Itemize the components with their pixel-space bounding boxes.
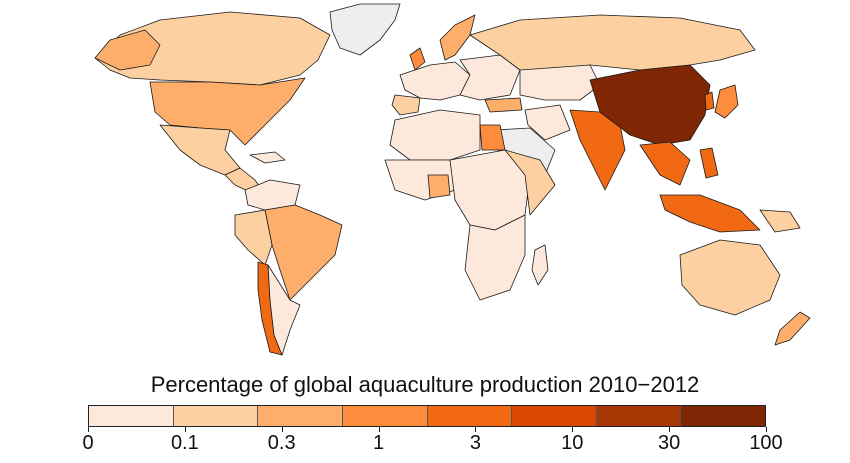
legend-tick-label: 30	[658, 432, 681, 454]
region-alaska	[94, 29, 161, 71]
region-australia	[679, 239, 781, 316]
legend-tick-mark	[281, 427, 283, 432]
region-argentina	[267, 264, 301, 356]
region-united-states	[149, 77, 306, 146]
region-southeast-asia	[639, 141, 691, 186]
legend-tick-label: 1	[373, 432, 385, 454]
region-nigeria	[427, 174, 451, 199]
legend-swatch	[512, 406, 597, 426]
legend-tick-label: 0.1	[170, 432, 199, 454]
region-new-zealand	[774, 311, 811, 346]
region-indonesia	[659, 194, 761, 233]
region-western-europe	[399, 61, 471, 101]
legend-swatch	[596, 406, 682, 426]
region-korea	[704, 91, 715, 111]
region-caribbean	[249, 151, 286, 164]
region-greenland	[329, 3, 401, 56]
legend-tick-mark	[669, 427, 671, 432]
region-canada	[94, 11, 331, 86]
legend-swatch	[681, 406, 765, 426]
legend-tick-label: 0.3	[267, 432, 296, 454]
region-southern-africa	[464, 214, 526, 301]
legend-tick-mark	[184, 427, 186, 432]
legend-tick-mark	[572, 427, 574, 432]
region-norway	[439, 14, 476, 61]
world-map	[94, 3, 811, 356]
legend-title: Percentage of global aquaculture product…	[150, 372, 700, 397]
region-turkey	[484, 97, 523, 113]
region-peru-bolivia	[234, 209, 273, 266]
region-east-africa	[504, 149, 556, 216]
region-japan	[714, 84, 739, 119]
legend-swatch	[342, 406, 428, 426]
legend-tick-mark	[378, 427, 380, 432]
legend-swatch	[427, 406, 513, 426]
legend-tick-label: 10	[561, 432, 584, 454]
legend-tick-mark	[475, 427, 477, 432]
region-north-africa	[389, 109, 481, 161]
legend-swatch	[258, 406, 343, 426]
legend-tick-label: 0	[82, 432, 94, 454]
legend-tick-label: 3	[469, 432, 481, 454]
region-egypt	[479, 124, 506, 151]
legend-tick-mark	[766, 427, 767, 432]
legend-tick-label: 100	[749, 432, 783, 454]
region-madagascar	[531, 244, 549, 286]
region-iran	[524, 104, 571, 141]
legend-swatch	[173, 406, 259, 426]
legend-swatch	[89, 406, 174, 426]
region-mexico	[159, 124, 241, 176]
legend-tick-mark	[88, 427, 89, 432]
region-iberia	[391, 94, 421, 116]
region-papua	[759, 209, 801, 233]
region-philippines	[699, 147, 719, 179]
region-uk	[409, 47, 426, 71]
region-brazil	[264, 204, 343, 301]
region-central-asia	[519, 64, 601, 101]
region-china	[589, 64, 711, 146]
legend-color-bar	[88, 405, 766, 427]
